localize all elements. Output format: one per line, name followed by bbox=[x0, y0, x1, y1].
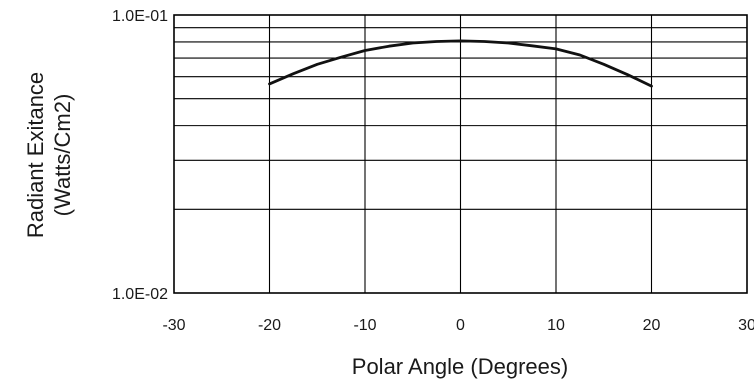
x-tick-labels: -30 -20 -10 0 10 20 30 bbox=[162, 317, 754, 334]
grid bbox=[174, 15, 747, 293]
x-tick-label: 30 bbox=[738, 317, 754, 334]
x-tick-label: -30 bbox=[162, 317, 185, 334]
series-line bbox=[268, 39, 653, 88]
y-axis-title-line-1: Radiant Exitance bbox=[23, 72, 48, 238]
y-tick-labels: 1.0E-01 1.0E-02 bbox=[112, 8, 168, 303]
x-tick-label: -20 bbox=[258, 317, 281, 334]
x-tick-label: -10 bbox=[353, 317, 376, 334]
x-axis-title: Polar Angle (Degrees) bbox=[352, 354, 568, 379]
y-tick-label: 1.0E-02 bbox=[112, 286, 168, 303]
x-tick-label: 20 bbox=[643, 317, 661, 334]
y-tick-label: 1.0E-01 bbox=[112, 8, 168, 25]
x-tick-label: 0 bbox=[456, 317, 465, 334]
plot-frame bbox=[173, 14, 748, 294]
x-tick-label: 10 bbox=[547, 317, 565, 334]
y-axis-title-line-2: (Watts/Cm2) bbox=[50, 94, 75, 217]
y-axis-title: Radiant Exitance (Watts/Cm2) bbox=[23, 72, 75, 238]
